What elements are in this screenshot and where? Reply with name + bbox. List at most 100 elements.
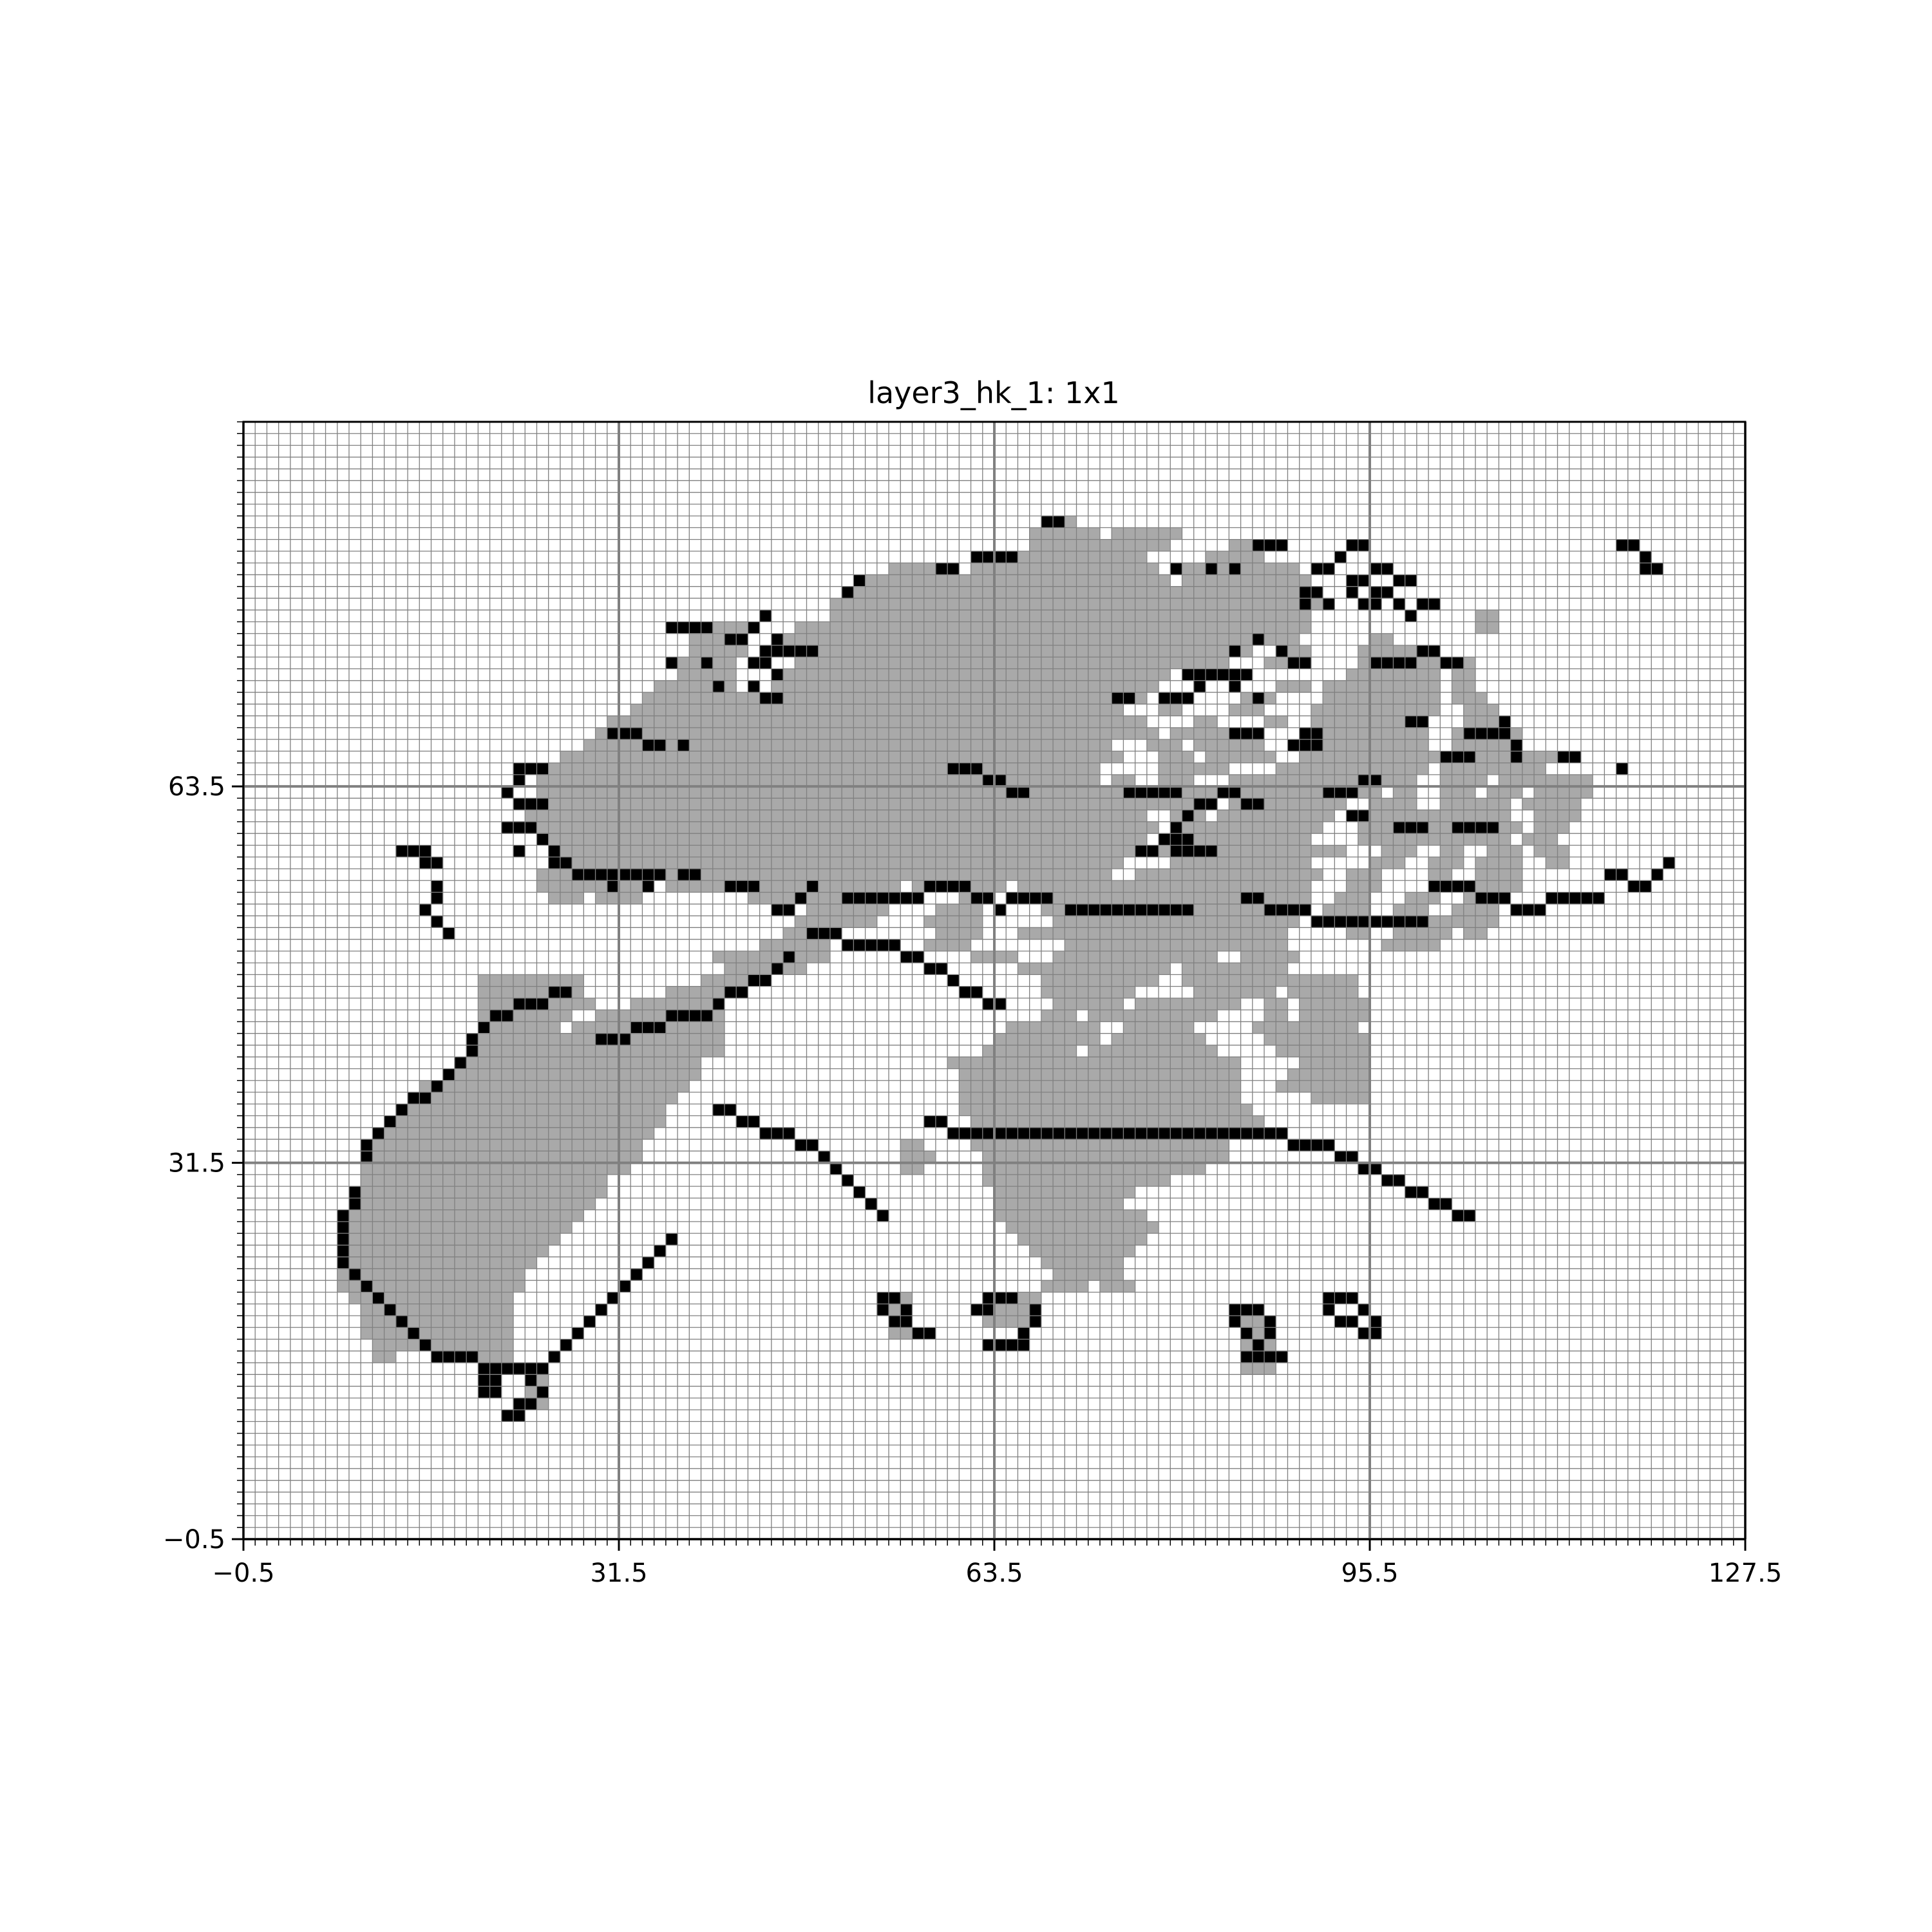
boundary-cell xyxy=(1627,539,1640,551)
boundary-cell xyxy=(1276,1350,1288,1363)
land-cell-run xyxy=(795,916,877,928)
boundary-cell xyxy=(501,1410,514,1422)
land-cell-run xyxy=(1534,786,1593,799)
boundary-cell xyxy=(842,892,854,904)
axis-ticks: −0.5 31.5 63.5 95.5 127.5 −0.5 31.5 63.5 xyxy=(163,421,1783,1588)
boundary-cell xyxy=(1264,1350,1276,1363)
boundary-cell xyxy=(736,986,748,998)
boundary-cell xyxy=(525,998,537,1010)
boundary-cell xyxy=(536,1386,549,1398)
boundary-cell xyxy=(361,1139,373,1151)
land-cell-run xyxy=(1041,1010,1077,1022)
boundary-cell xyxy=(912,1327,924,1340)
boundary-cell xyxy=(1182,810,1194,822)
boundary-cell xyxy=(912,892,924,904)
boundary-cell xyxy=(607,727,619,740)
boundary-cell xyxy=(478,1386,490,1398)
boundary-cell xyxy=(1041,1127,1054,1140)
land-cell-run xyxy=(1018,1233,1147,1245)
land-cell-run xyxy=(513,821,1159,834)
boundary-cell xyxy=(1428,598,1441,611)
boundary-cell xyxy=(1510,751,1522,763)
boundary-cell xyxy=(783,645,795,658)
x-tick-label: 127.5 xyxy=(1709,1558,1783,1588)
land-cell-run xyxy=(701,974,760,987)
boundary-cell xyxy=(1346,1292,1358,1304)
boundary-cell xyxy=(1018,786,1030,799)
land-cell-run xyxy=(548,762,1100,775)
boundary-cell xyxy=(1170,833,1182,846)
land-cell-run xyxy=(971,1115,1265,1128)
boundary-cell xyxy=(1018,1339,1030,1351)
boundary-cell xyxy=(1616,539,1628,551)
boundary-cell xyxy=(1287,1139,1300,1151)
boundary-cell xyxy=(935,880,948,893)
boundary-cell xyxy=(1370,657,1382,669)
boundary-cell xyxy=(842,1174,854,1187)
boundary-cell xyxy=(1358,916,1370,928)
boundary-cell xyxy=(1346,1151,1358,1163)
boundary-cell xyxy=(1217,1127,1229,1140)
boundary-cell xyxy=(677,869,690,881)
boundary-cell xyxy=(1640,563,1652,575)
boundary-cell xyxy=(1170,563,1182,575)
y-tick-label: −0.5 xyxy=(163,1525,225,1555)
boundary-cell xyxy=(935,963,948,975)
boundary-cell xyxy=(1299,657,1311,669)
boundary-cell xyxy=(982,1339,994,1351)
boundary-cell xyxy=(1182,668,1194,681)
boundary-cell xyxy=(1334,551,1347,564)
boundary-cell xyxy=(478,1374,490,1387)
land-cell-run xyxy=(1240,951,1300,963)
land-cell-run xyxy=(548,892,584,904)
boundary-cell xyxy=(1287,657,1300,669)
boundary-cell xyxy=(947,1127,960,1140)
boundary-cell xyxy=(1193,798,1206,810)
boundary-cell xyxy=(1252,727,1265,740)
boundary-cell xyxy=(1088,1127,1100,1140)
boundary-cell xyxy=(1358,1327,1370,1340)
boundary-cell xyxy=(1311,739,1323,752)
boundary-cell xyxy=(1311,563,1323,575)
boundary-cell xyxy=(1569,751,1581,763)
land-cell-run xyxy=(1182,574,1311,587)
land-cell-run xyxy=(1463,715,1499,728)
boundary-cell xyxy=(372,1127,384,1140)
boundary-cell xyxy=(1370,586,1382,598)
boundary-cell xyxy=(759,645,772,658)
boundary-cell xyxy=(759,657,772,669)
boundary-cell xyxy=(1604,869,1616,881)
boundary-cell xyxy=(889,939,901,951)
boundary-cell xyxy=(560,986,573,998)
boundary-cell xyxy=(1358,810,1370,822)
boundary-cell xyxy=(771,633,784,645)
boundary-cell xyxy=(489,1363,502,1375)
boundary-cell xyxy=(1229,1127,1241,1140)
land-cell-run xyxy=(1065,939,1288,951)
boundary-cell xyxy=(665,621,678,634)
land-cell-run xyxy=(994,1198,1124,1210)
land-cell-run xyxy=(1252,1021,1288,1034)
land-cell-run xyxy=(1381,845,1417,857)
boundary-cell xyxy=(1616,762,1628,775)
boundary-cell xyxy=(419,1092,431,1104)
boundary-cell xyxy=(829,927,842,940)
land-cell-run xyxy=(1205,551,1265,564)
land-cell-run xyxy=(1393,904,1429,916)
boundary-cell xyxy=(1334,916,1347,928)
boundary-cell xyxy=(1416,645,1429,658)
boundary-cell xyxy=(889,1292,901,1304)
x-tick-label: −0.5 xyxy=(212,1558,274,1588)
boundary-cell xyxy=(1240,1303,1253,1316)
land-cell-run xyxy=(1018,927,1288,940)
boundary-cell xyxy=(1440,880,1452,893)
boundary-cell xyxy=(1123,786,1135,799)
boundary-cell xyxy=(583,869,596,881)
boundary-cell xyxy=(536,1363,549,1375)
boundary-cell xyxy=(724,1104,737,1116)
boundary-cell xyxy=(1088,904,1100,916)
boundary-cell xyxy=(1276,904,1288,916)
boundary-cell xyxy=(384,1115,396,1128)
boundary-cell xyxy=(548,857,560,869)
boundary-cell xyxy=(736,1115,748,1128)
